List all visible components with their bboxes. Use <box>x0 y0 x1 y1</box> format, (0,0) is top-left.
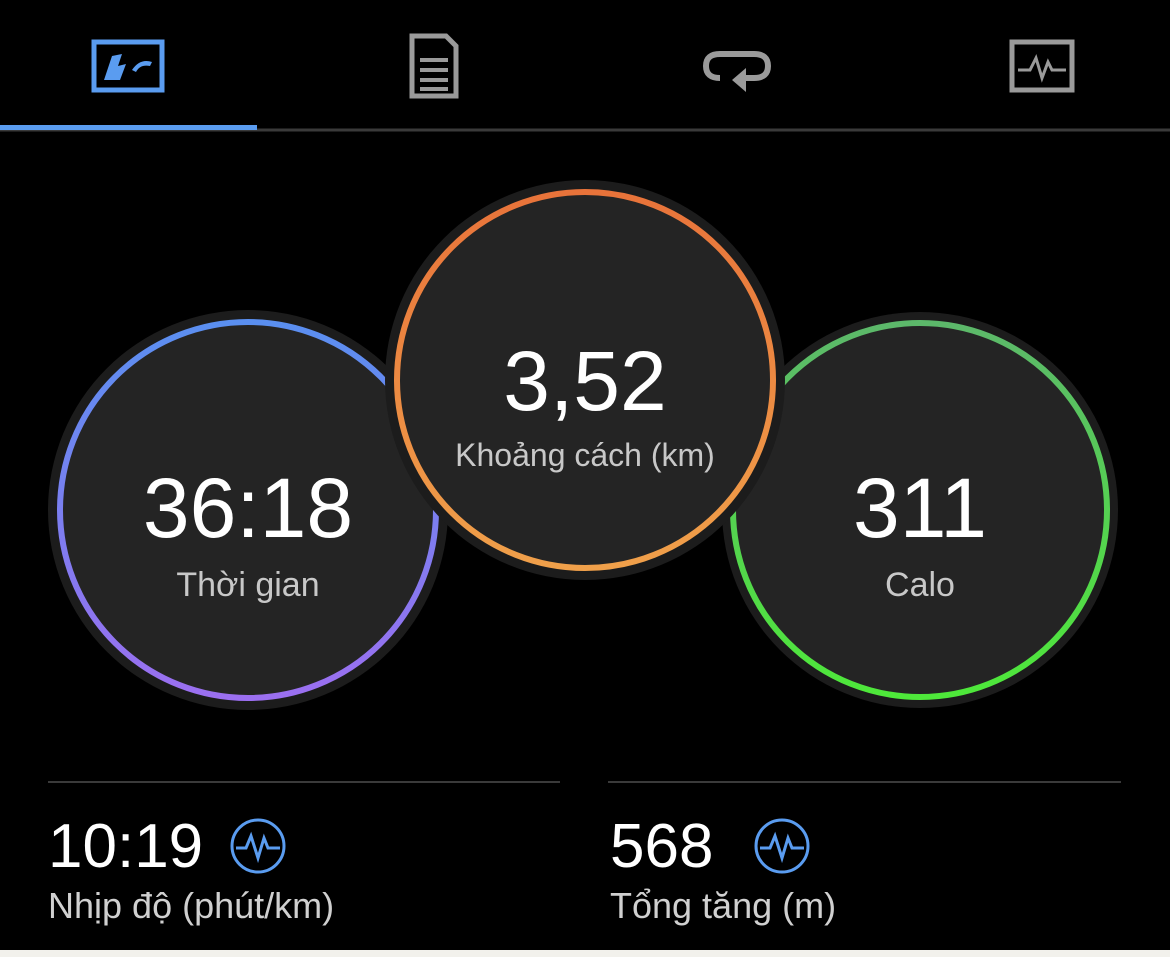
circle-value: 311 <box>853 461 987 555</box>
circle-label: Khoảng cách (km) <box>455 437 715 473</box>
distance-circle: 3,52 Khoảng cách (km) <box>385 180 785 580</box>
time-circle: 36:18 Thời gian <box>48 310 448 710</box>
stat-label: Tổng tăng (m) <box>610 885 836 926</box>
stat-icon[interactable] <box>230 818 286 874</box>
circle-label: Calo <box>885 566 955 604</box>
stat-value: 568 <box>610 812 713 881</box>
stat-pace: 10:19 Nhịp độ (phút/km) <box>48 781 560 926</box>
stat-ascent: 568 Tổng tăng (m) <box>608 781 1121 926</box>
tab-details[interactable] <box>409 33 459 99</box>
circle-value: 3,52 <box>503 334 667 428</box>
circle-label: Thời gian <box>176 566 319 604</box>
tab-charts[interactable] <box>1009 39 1075 93</box>
stat-label: Nhịp độ (phút/km) <box>48 885 334 926</box>
bottom-edge <box>0 950 1170 957</box>
stat-value: 10:19 <box>48 812 203 881</box>
stat-icon[interactable] <box>754 818 810 874</box>
circle-ring <box>394 189 776 571</box>
tab-overview[interactable] <box>91 39 165 93</box>
calories-circle: 311 Calo <box>722 312 1118 708</box>
tab-indicator <box>0 125 257 130</box>
circle-value: 36:18 <box>143 461 353 555</box>
tab-bar <box>0 33 1170 132</box>
tab-laps[interactable] <box>702 51 772 92</box>
